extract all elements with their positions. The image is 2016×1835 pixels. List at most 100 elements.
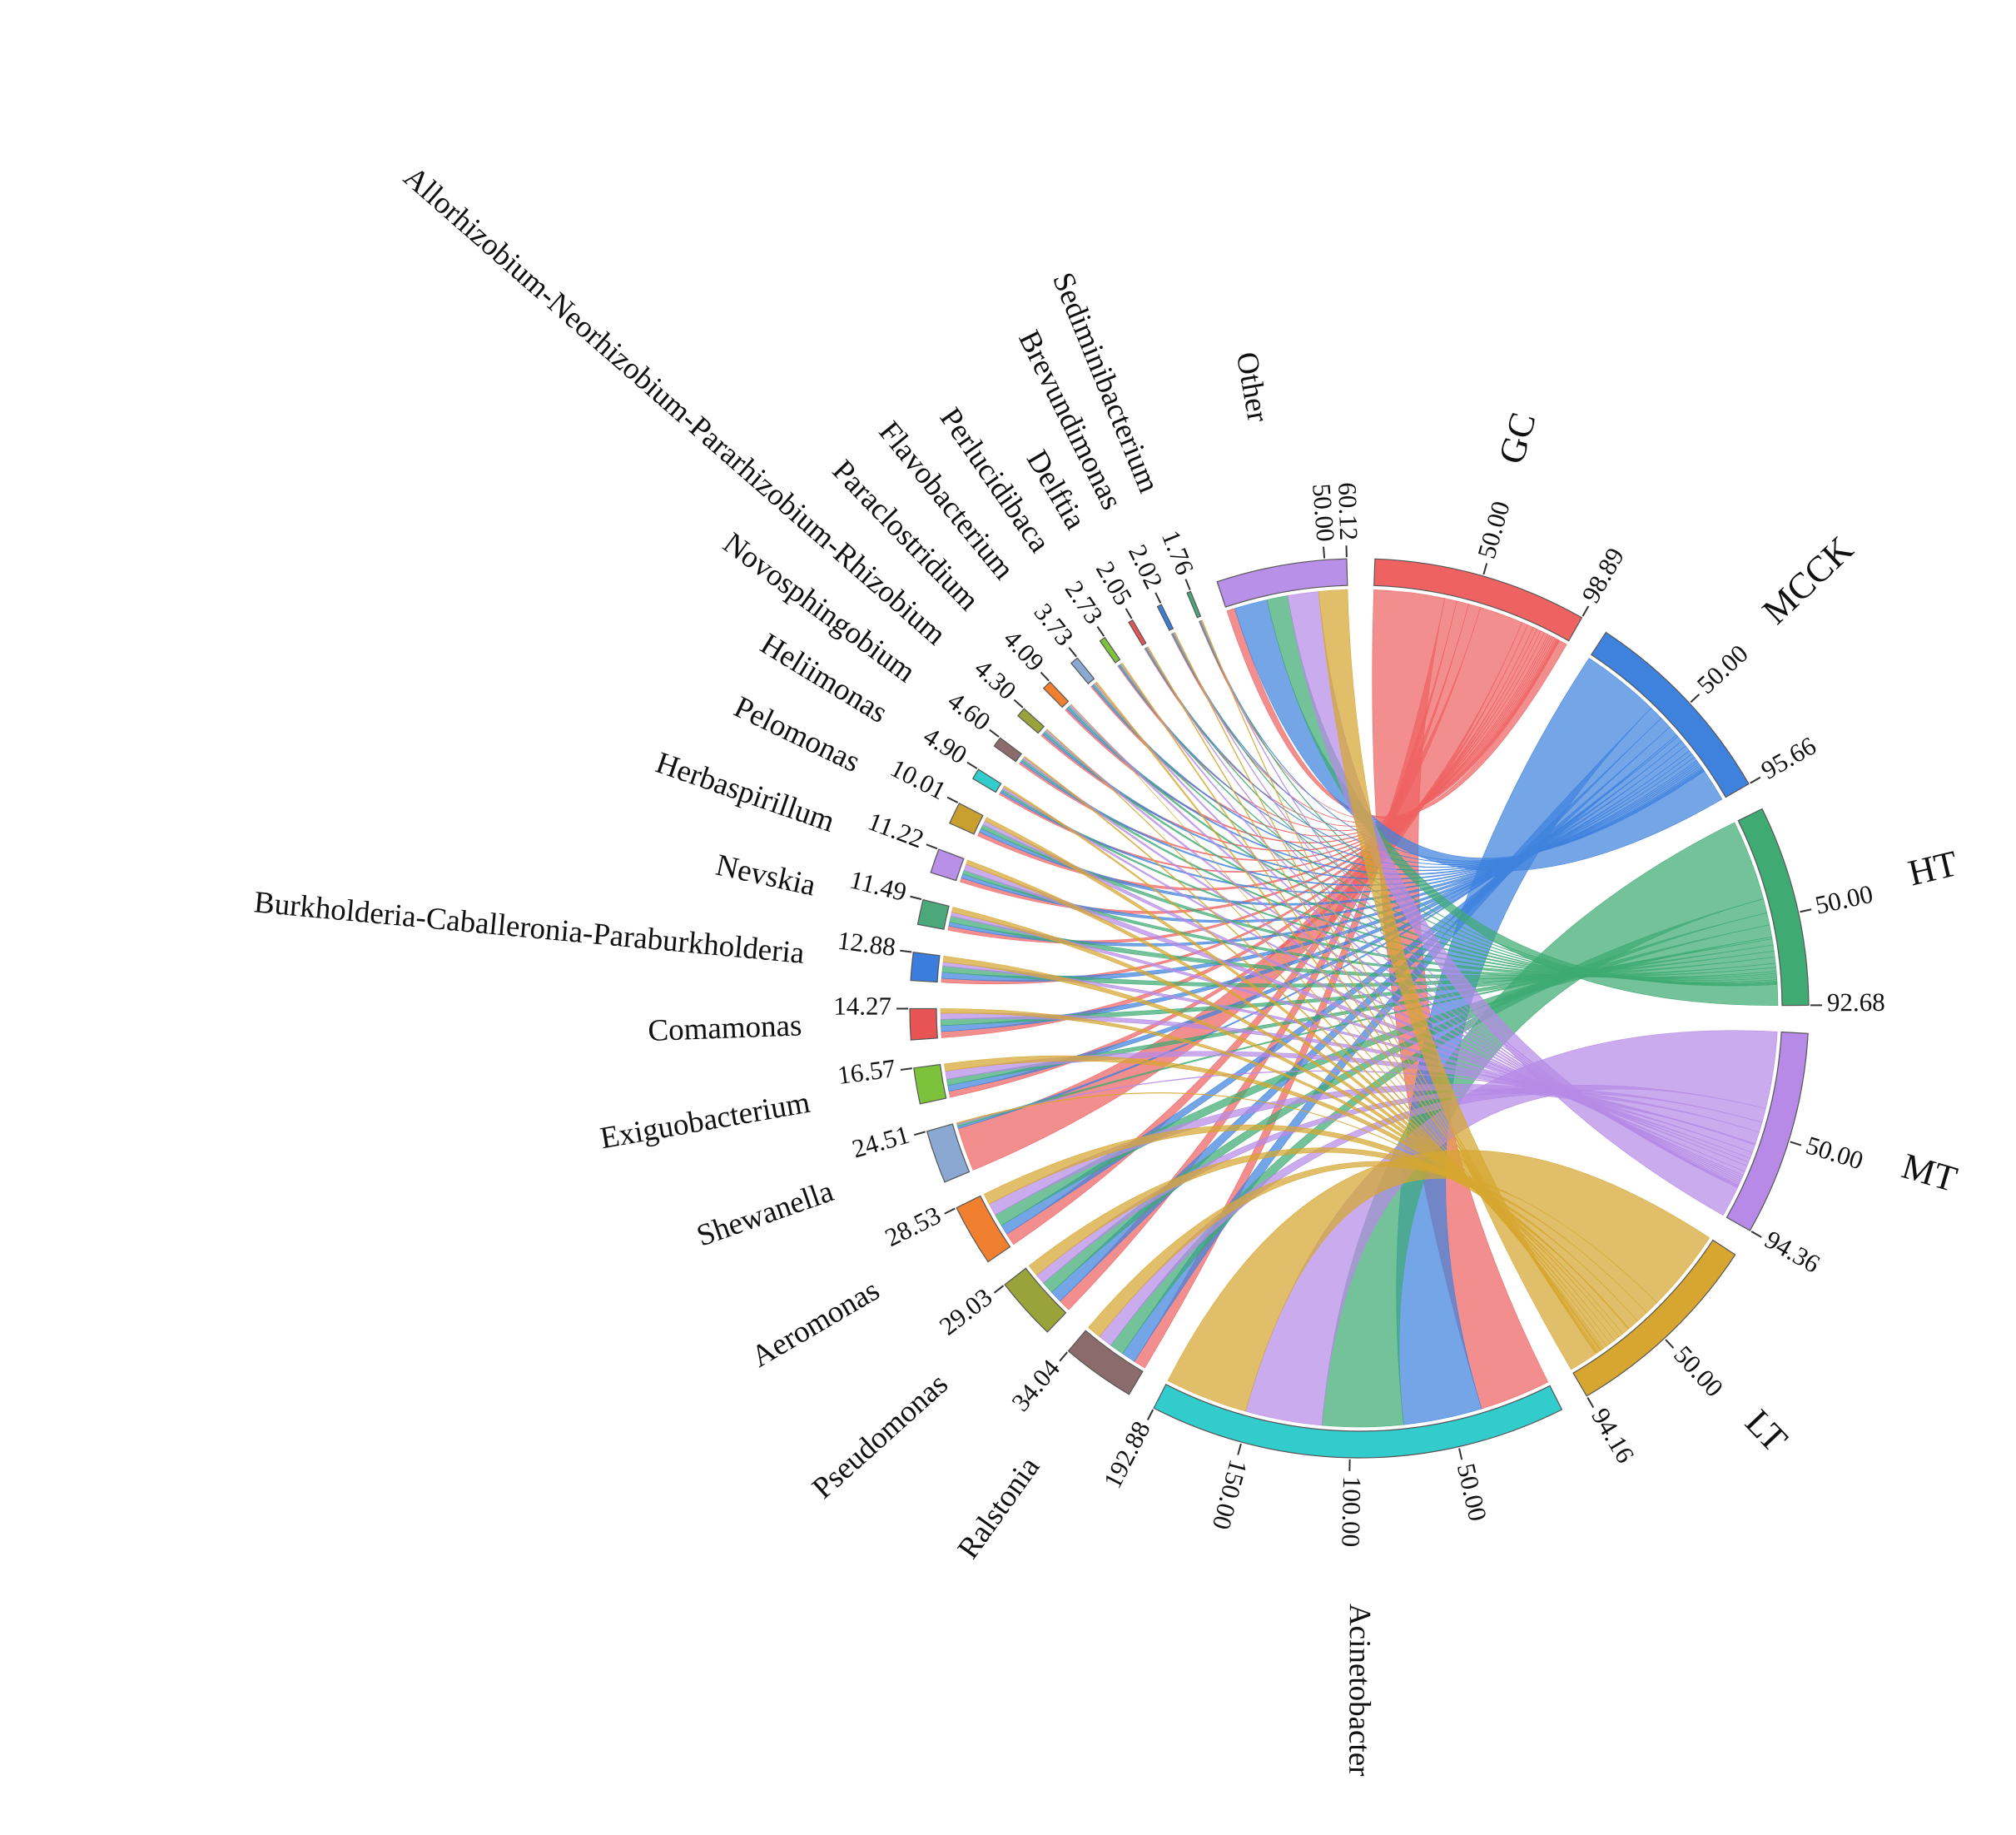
scale-tick: [1323, 546, 1326, 559]
end-tick: [1750, 776, 1761, 784]
end-tick: [1154, 592, 1162, 604]
scale-tick-label: 50.00: [1452, 1460, 1493, 1524]
node-arc: [1070, 657, 1095, 684]
end-tick: [1184, 579, 1191, 590]
total-label: 94.36: [1760, 1225, 1825, 1279]
scale-tick-label: 50.00: [1803, 1130, 1867, 1175]
total-label: 60.12: [1333, 482, 1363, 541]
total-label: 11.22: [864, 806, 928, 853]
end-tick: [900, 1067, 912, 1071]
end-tick: [1125, 608, 1133, 619]
end-tick: [910, 895, 922, 901]
group-arc: [1373, 558, 1583, 642]
end-tick: [946, 796, 959, 803]
node-name: Comamonas: [648, 1008, 802, 1048]
node-arc: [1004, 1267, 1067, 1333]
chord-ribbon: [1287, 591, 1738, 1216]
total-label: 16.57: [836, 1053, 897, 1090]
total-label: 11.49: [847, 864, 910, 907]
scale-tick-label: 50.00: [1668, 1340, 1729, 1402]
total-label: 4.60: [942, 686, 996, 737]
end-tick: [944, 1207, 956, 1215]
node-name: Other: [1229, 350, 1275, 425]
end-tick: [1586, 1396, 1595, 1409]
group-name: MCCK: [1755, 528, 1861, 632]
group-arc: [1572, 1239, 1736, 1397]
node-name: Ralstonia: [951, 1450, 1047, 1565]
chord-ribbon: [1226, 608, 1567, 819]
chord-ribbon: [1065, 637, 1556, 843]
total-label: 92.68: [1827, 987, 1885, 1017]
node-arc: [926, 1123, 971, 1183]
group-arc: [1737, 808, 1810, 1007]
scale-tick-label: 100.00: [1336, 1476, 1367, 1548]
scale-tick: [1237, 1443, 1242, 1455]
ribbons: [940, 589, 1779, 1428]
node-arc: [1153, 1383, 1563, 1459]
end-tick: [1013, 699, 1024, 709]
scale-tick: [1690, 694, 1701, 704]
node-name: Pseudomonas: [806, 1367, 955, 1506]
end-tick: [900, 949, 912, 953]
total-label: 28.53: [881, 1201, 946, 1252]
node-name: Exiguobacterium: [598, 1086, 812, 1156]
node-arc: [1099, 636, 1121, 664]
node-arc: [956, 1195, 1011, 1263]
total-label: 4.90: [918, 721, 972, 769]
node-name: Acinetobacter: [1342, 1604, 1377, 1777]
scale-tick: [1665, 1339, 1675, 1349]
end-tick: [926, 843, 938, 850]
node-arc: [993, 737, 1023, 763]
node-arc: [1156, 604, 1174, 631]
node-arc: [971, 768, 1002, 793]
total-label: 98.89: [1576, 543, 1630, 608]
scale-tick-label: 150.00: [1207, 1457, 1254, 1533]
node-arc: [1216, 558, 1348, 608]
node-arc: [949, 803, 984, 835]
node-name: Aeromonas: [746, 1273, 886, 1375]
node-arc: [913, 1063, 947, 1105]
node-name: Nevskia: [713, 848, 818, 903]
end-tick: [1582, 605, 1590, 617]
chord-ribbon: [1090, 638, 1557, 837]
total-label: 24.51: [849, 1120, 913, 1164]
end-tick: [966, 761, 978, 769]
end-tick: [1068, 647, 1077, 658]
end-tick: [989, 729, 1000, 738]
node-arc: [909, 1007, 938, 1041]
total-label: 10.01: [886, 753, 951, 805]
scale-tick: [1800, 908, 1812, 913]
node-arc: [910, 952, 941, 983]
scale-tick-label: 50.00: [1691, 639, 1754, 699]
total-label: 14.27: [833, 992, 891, 1021]
node-arc: [1067, 1330, 1144, 1395]
group-arc: [1590, 631, 1750, 798]
group-name: LT: [1737, 1402, 1795, 1460]
end-tick: [1040, 671, 1050, 682]
scale-tick-label: 50.00: [1472, 498, 1516, 562]
arcs: [896, 545, 1822, 1471]
node-name: Allorhizobium-Neorhizobium-Pararhizobium…: [397, 160, 953, 652]
chord-ribbon: [1198, 620, 1560, 820]
total-label: 29.03: [934, 1282, 998, 1340]
node-arc: [930, 848, 965, 882]
node-arc: [1017, 708, 1045, 734]
end-tick: [1096, 626, 1105, 637]
scale-tick: [1790, 1141, 1802, 1146]
end-tick: [1059, 1351, 1068, 1362]
node-arc: [1128, 619, 1147, 646]
node-name: Burkholderia-Caballeronia-Paraburkholder…: [252, 885, 806, 971]
node-arc: [1042, 681, 1070, 709]
end-tick: [993, 1285, 1005, 1294]
node-arc: [916, 898, 950, 930]
scale-tick-label: 50.00: [1307, 483, 1340, 543]
end-tick: [913, 1131, 926, 1136]
total-label: 94.16: [1586, 1403, 1640, 1468]
node-arc: [1186, 590, 1202, 619]
node-name: Shewanella: [693, 1174, 838, 1253]
group-name: HT: [1904, 843, 1962, 893]
scale-tick-label: 50.00: [1813, 879, 1876, 920]
chord-ribbon: [1266, 595, 1779, 1006]
end-tick: [1750, 1231, 1762, 1238]
